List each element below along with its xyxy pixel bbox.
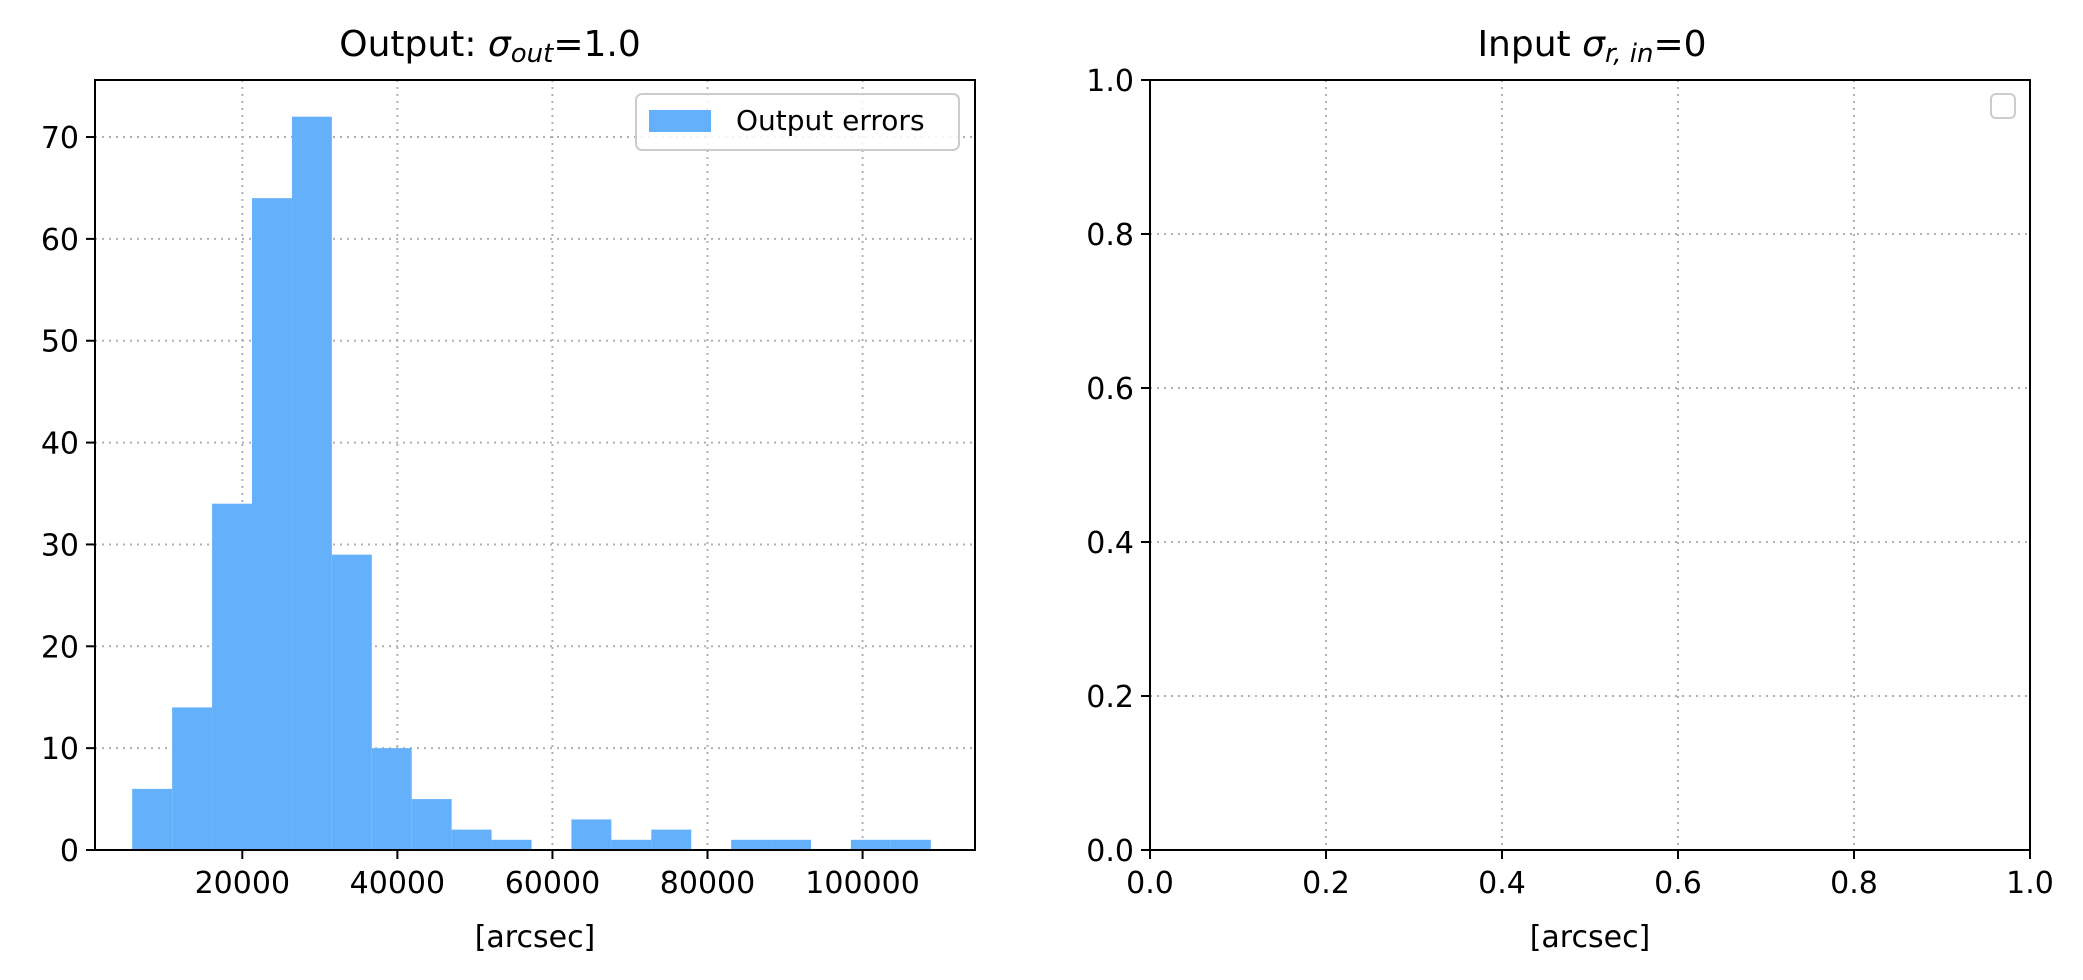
right-y-tick-label: 0.4 (1086, 526, 1134, 561)
left-y-tick-label: 60 (41, 223, 79, 258)
left-histogram-bar (571, 819, 612, 850)
left-bars (132, 116, 931, 851)
left-legend-box (635, 93, 960, 151)
left-grid (95, 80, 975, 851)
left-histogram-bar (611, 839, 652, 850)
left-y-tick-label: 50 (41, 325, 79, 360)
left-y-tick-label: 0 (60, 834, 79, 869)
left-histogram-bar (411, 799, 452, 850)
right-empty-legend-box (1990, 93, 2016, 119)
left-legend-label: Output errors (736, 104, 925, 137)
right-x-tick-label: 0.8 (1830, 866, 1878, 901)
right-x-tick-label: 1.0 (2006, 866, 2054, 901)
left-histogram-bar (252, 198, 292, 851)
left-histogram-bar (172, 707, 213, 850)
left-histogram-bar (451, 829, 492, 850)
left-histogram-bar (651, 829, 692, 850)
left-ticks: 20000 40000 60000 80000 100000 0 10 20 30 40 50 60 7… (41, 121, 920, 901)
right-x-tick-label: 0.4 (1478, 866, 1526, 901)
left-y-tick-label: 70 (41, 121, 79, 156)
left-panel: Output: σout=1.0 20000 40000 60000 80000 100… (41, 24, 976, 955)
left-histogram-bar (890, 839, 931, 850)
left-histogram-bar (850, 839, 891, 850)
left-histogram-bar (731, 839, 772, 850)
right-y-tick-label: 0.2 (1086, 680, 1134, 715)
left-x-tick-label: 20000 (195, 866, 290, 901)
left-x-tick-label: 100000 (805, 866, 920, 901)
left-x-tick-label: 60000 (505, 866, 600, 901)
right-y-tick-label: 0.0 (1086, 834, 1134, 869)
left-histogram-bar (771, 839, 812, 850)
right-chart-title: Input σr, in=0 (1477, 24, 1706, 69)
right-x-axis-label: [arcsec] (1530, 920, 1651, 955)
left-x-tick-label: 80000 (660, 866, 755, 901)
right-y-tick-label: 0.6 (1086, 372, 1134, 407)
left-legend: Output errors (635, 93, 960, 151)
right-grid (1149, 79, 2031, 851)
right-x-tick-label: 0.6 (1654, 866, 1702, 901)
right-y-tick-label: 1.0 (1086, 64, 1134, 99)
right-x-tick-label: 0.0 (1126, 866, 1174, 901)
left-histogram-bar (291, 116, 332, 850)
left-histogram-bar (132, 788, 173, 850)
left-axes-frame (94, 79, 976, 851)
left-histogram-bar (212, 503, 253, 850)
left-x-tick-label: 40000 (350, 866, 445, 901)
right-y-tick-label: 0.8 (1086, 218, 1134, 253)
left-y-tick-label: 40 (41, 427, 79, 462)
left-y-tick-label: 30 (41, 528, 79, 563)
left-y-tick-label: 20 (41, 630, 79, 665)
left-x-axis-label: [arcsec] (475, 920, 596, 955)
right-panel: Input σr, in=0 0.0 0.2 0.4 0.6 0.8 1.00.00.20… (1086, 24, 2054, 955)
left-histogram-bar (491, 839, 532, 850)
right-x-tick-label: 0.2 (1302, 866, 1350, 901)
left-chart-title: Output: σout=1.0 (339, 24, 640, 69)
right-axes-frame (1149, 79, 2031, 851)
right-ticks: 0.0 0.2 0.4 0.6 0.8 1.0 0.0 0.2 0.4 0.6 0.8 1.0 (1086, 64, 2054, 901)
left-histogram-bar (371, 748, 412, 850)
left-y-tick-label: 10 (41, 732, 79, 767)
left-histogram-bar (331, 554, 372, 850)
left-legend-swatch (649, 110, 711, 132)
